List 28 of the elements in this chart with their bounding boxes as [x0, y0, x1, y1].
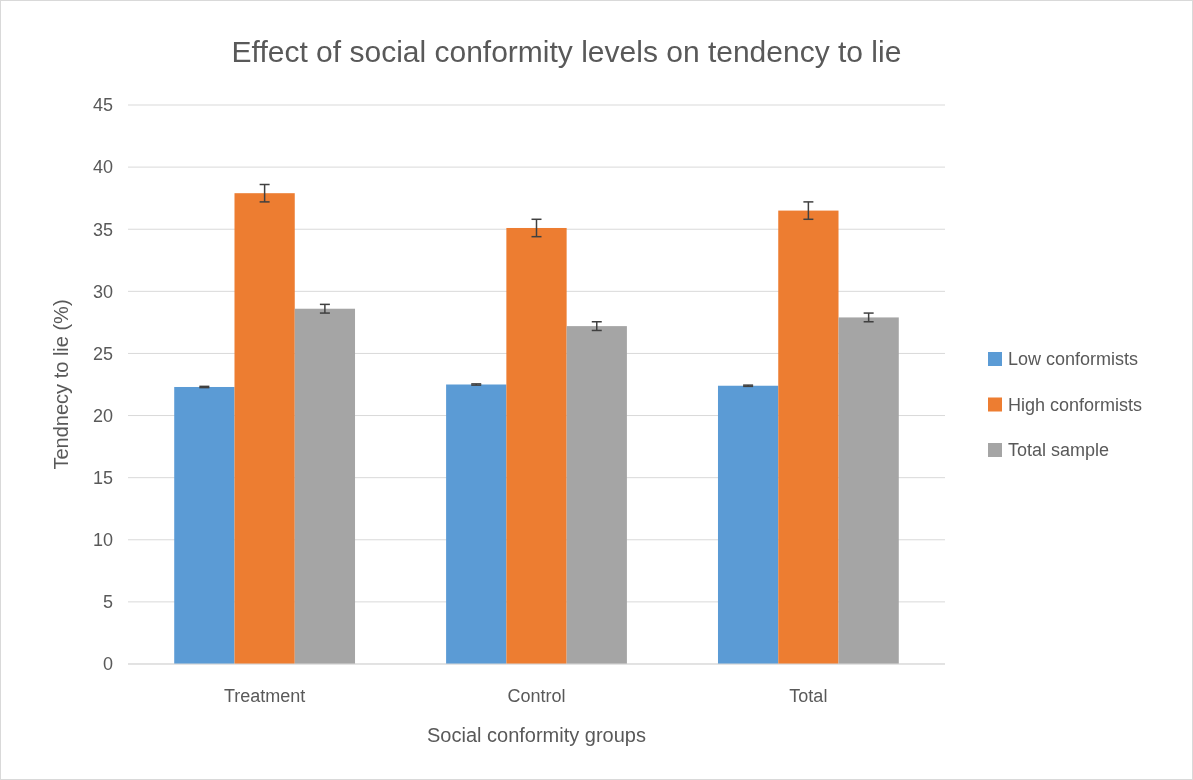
y-tick-label: 5 — [102, 592, 113, 613]
chart-title: Effect of social conformity levels on tendency to lie — [231, 35, 902, 68]
bar — [566, 326, 627, 664]
bar — [717, 385, 779, 664]
y-tick-label: 15 — [92, 467, 113, 488]
legend-label: High conformists — [1008, 394, 1143, 415]
bar — [446, 384, 507, 664]
y-tick-label: 10 — [92, 530, 113, 551]
x-tick-label: Total — [789, 686, 828, 706]
x-axis-title: Social conformity groups — [427, 724, 646, 746]
bar — [778, 210, 839, 664]
bar — [174, 386, 235, 664]
bar — [838, 317, 899, 664]
y-tick-label: 40 — [92, 157, 113, 178]
y-axis-title: Tendnecy to lie (%) — [50, 299, 72, 470]
x-tick-label: Treatment — [223, 686, 306, 706]
x-tick-label: Control — [507, 686, 566, 706]
y-tick-label: 25 — [92, 343, 113, 364]
legend-label: Total sample — [1008, 440, 1110, 461]
bar — [234, 193, 295, 664]
y-tick-label: 45 — [92, 95, 113, 116]
y-tick-label: 20 — [92, 405, 113, 426]
y-tick-label: 35 — [92, 219, 113, 240]
y-tick-label: 30 — [92, 281, 113, 302]
bar — [506, 227, 567, 664]
bar — [294, 308, 356, 664]
y-tick-label: 0 — [102, 654, 113, 675]
legend-label: Low conformists — [1008, 349, 1139, 370]
